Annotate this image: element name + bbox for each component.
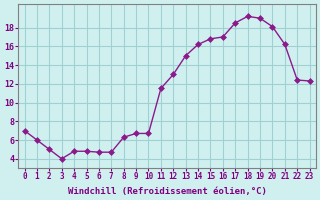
X-axis label: Windchill (Refroidissement éolien,°C): Windchill (Refroidissement éolien,°C) [68, 187, 267, 196]
